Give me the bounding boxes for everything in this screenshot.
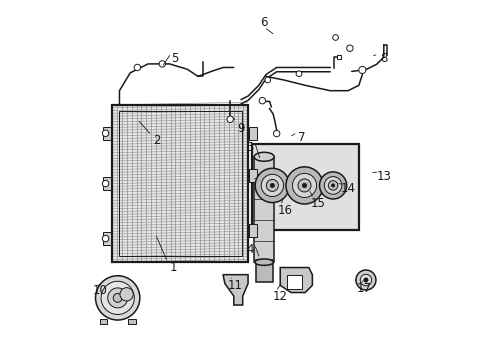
Circle shape [358,66,365,73]
Bar [255,260,272,282]
Circle shape [296,71,301,77]
Text: 1: 1 [169,261,177,274]
Bar [336,55,341,59]
Bar [248,224,256,237]
Circle shape [101,281,134,315]
Bar [112,105,247,262]
Circle shape [134,64,140,71]
Text: 6: 6 [260,16,267,29]
Polygon shape [223,275,247,305]
Circle shape [292,174,316,198]
Circle shape [324,177,341,194]
Bar [100,319,107,324]
Circle shape [259,98,265,104]
Circle shape [332,35,338,40]
Bar [103,232,111,245]
Text: 7: 7 [297,131,305,144]
Text: 17: 17 [356,283,371,296]
Text: 9: 9 [237,122,244,135]
Bar [112,105,247,262]
Circle shape [360,274,371,286]
Text: 11: 11 [227,279,243,292]
Polygon shape [280,267,312,293]
Circle shape [327,181,337,190]
Ellipse shape [254,259,273,265]
Circle shape [266,179,278,192]
Circle shape [355,270,375,290]
Circle shape [264,77,270,83]
Bar [128,319,135,324]
Bar [287,275,301,289]
Circle shape [95,276,140,320]
Circle shape [255,168,289,203]
Text: 3: 3 [246,141,253,154]
Circle shape [319,172,346,199]
Circle shape [302,183,306,188]
Text: 13: 13 [376,170,390,183]
Circle shape [261,174,283,197]
Circle shape [102,130,108,136]
Ellipse shape [254,152,274,161]
Bar [103,127,111,140]
Text: 14: 14 [340,183,355,195]
Bar [254,157,274,262]
Text: 15: 15 [310,197,325,210]
Bar [248,169,256,182]
Circle shape [297,179,310,192]
Circle shape [331,184,334,187]
Circle shape [273,130,279,137]
Text: 2: 2 [153,134,161,147]
Circle shape [102,235,108,242]
Circle shape [159,61,165,67]
Text: 5: 5 [171,52,178,65]
Text: 8: 8 [379,52,386,65]
Text: 4: 4 [246,243,253,256]
Circle shape [363,278,367,282]
Circle shape [285,167,323,204]
Bar [103,177,111,190]
Bar [251,144,358,230]
Bar [119,111,241,256]
Circle shape [226,116,233,122]
Text: 10: 10 [92,284,107,297]
Circle shape [346,45,352,51]
Circle shape [270,183,274,188]
Text: 16: 16 [278,204,292,217]
Circle shape [102,180,108,187]
Circle shape [107,288,127,308]
Bar [248,127,256,140]
Circle shape [113,293,122,302]
Text: 12: 12 [272,289,287,303]
Circle shape [120,288,133,301]
